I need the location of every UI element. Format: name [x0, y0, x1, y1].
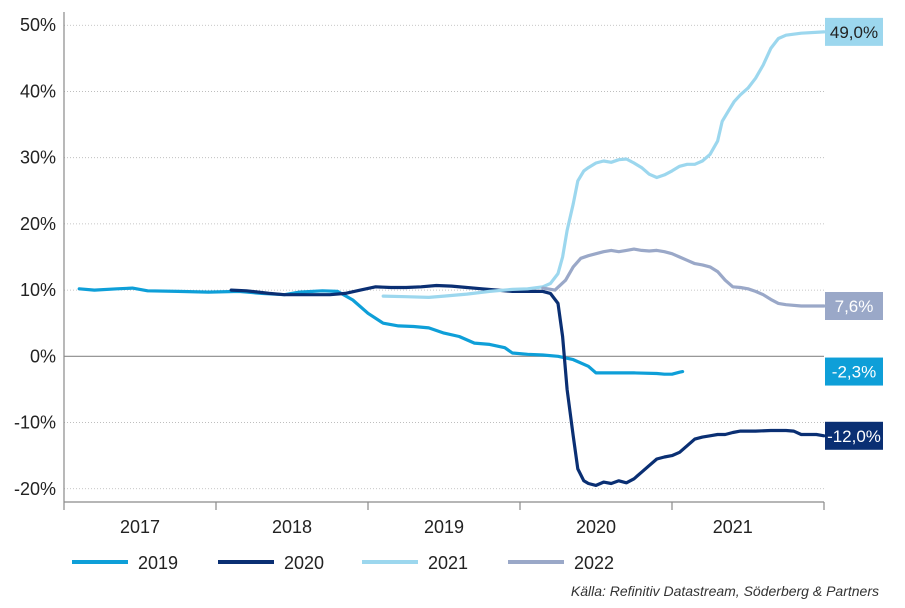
- x-tick-label: 2017: [120, 517, 160, 537]
- y-tick-label: 20%: [20, 214, 56, 234]
- y-tick-label: 0%: [30, 346, 56, 366]
- y-tick-label: 10%: [20, 280, 56, 300]
- x-tick-label: 2020: [576, 517, 616, 537]
- legend: 2019 2020 2021 2022: [72, 553, 614, 573]
- end-value-labels: -2,3% -12,0% 49,0% 7,6%: [825, 17, 883, 450]
- x-tick-label: 2018: [272, 517, 312, 537]
- series-line-2019: [77, 286, 685, 376]
- y-tick-label: 30%: [20, 148, 56, 168]
- y-tick-labels: 50% 40% 30% 20% 10% 0% -10% -20%: [14, 15, 56, 499]
- end-label-2021: 49,0%: [830, 23, 878, 42]
- series-line-2020: [229, 283, 826, 487]
- x-tick-label: 2021: [713, 517, 753, 537]
- series-line-2022: [541, 247, 826, 308]
- end-label-box-2021: [825, 17, 883, 46]
- end-label-2022: 7,6%: [835, 297, 874, 316]
- y-tick-label: 40%: [20, 81, 56, 101]
- legend-label-2022: 2022: [574, 553, 614, 573]
- legend-label-2020: 2020: [284, 553, 324, 573]
- legend-label-2021: 2021: [428, 553, 468, 573]
- end-label-box-2020: [825, 421, 883, 450]
- series-line-2021: [381, 30, 826, 299]
- end-label-2020: -12,0%: [827, 427, 881, 446]
- x-tick-labels: 2017 2018 2019 2020 2021: [120, 517, 753, 537]
- source-note: Källa: Refinitiv Datastream, Söderberg &…: [570, 583, 879, 599]
- y-tick-label: 50%: [20, 15, 56, 35]
- gridlines: [64, 24, 824, 490]
- y-tick-label: -20%: [14, 479, 56, 499]
- axes: [63, 12, 825, 510]
- legend-label-2019: 2019: [138, 553, 178, 573]
- end-label-2019: -2,3%: [832, 363, 876, 382]
- series-lines: [77, 30, 826, 487]
- end-label-box-2022: [825, 292, 883, 320]
- end-label-box-2019: [825, 357, 883, 386]
- y-tick-label: -10%: [14, 413, 56, 433]
- x-tick-label: 2019: [424, 517, 464, 537]
